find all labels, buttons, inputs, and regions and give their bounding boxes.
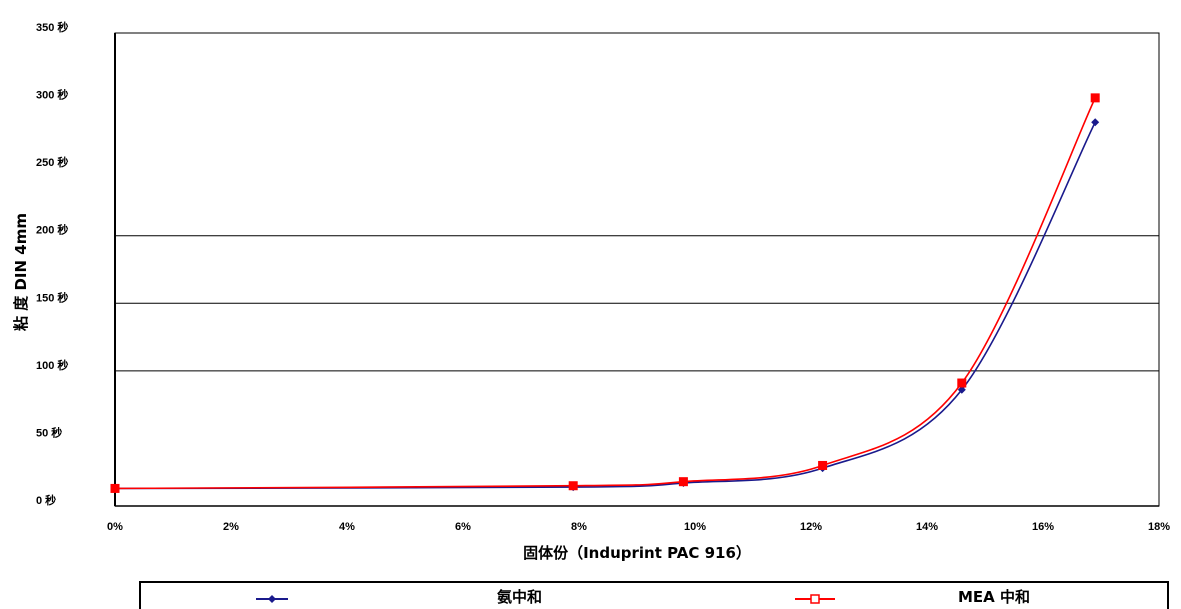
axis-layer <box>114 33 1159 507</box>
y-tick-label: 350 秒 <box>36 20 68 34</box>
x-tick-label: 4% <box>339 521 355 533</box>
y-tick-label: 150 秒 <box>36 290 68 304</box>
y-tick-label: 0 秒 <box>36 493 56 507</box>
y-tick-label: 300 秒 <box>36 88 68 102</box>
data-point-0 <box>957 385 966 394</box>
grid-layer <box>115 235 1159 372</box>
y-axis-title: 粘 度 DIN 4mm <box>12 213 30 331</box>
data-point-1 <box>678 477 688 487</box>
legend: 氨中和 MEA 中和 <box>139 581 1169 609</box>
x-tick-labels: 0% 2% 4% 6% 8% 10% 12% 14% 16% 18% <box>107 521 1170 533</box>
y-tick-label: 200 秒 <box>36 223 68 237</box>
data-point-1 <box>110 483 120 493</box>
legend-box <box>139 581 1169 609</box>
y-tick-label: 100 秒 <box>36 358 68 372</box>
data-point-0 <box>1091 118 1100 127</box>
x-tick-label: 8% <box>571 521 587 533</box>
y-tick-labels: 0 秒 50 秒 100 秒 150 秒 200 秒 250 秒 300 秒 350 秒 <box>36 20 68 507</box>
series-0 <box>111 118 1100 493</box>
x-tick-label: 6% <box>455 521 471 533</box>
data-point-1 <box>957 378 967 388</box>
legend-item-ammonia: 氨中和 <box>256 588 542 606</box>
data-point-1 <box>818 460 828 470</box>
series-layer <box>110 93 1100 493</box>
series-line-0 <box>114 121 1096 490</box>
x-tick-label: 16% <box>1032 521 1054 533</box>
legend-label-ammonia: 氨中和 <box>497 588 542 606</box>
data-point-1 <box>1090 93 1100 103</box>
x-tick-label: 2% <box>223 521 239 533</box>
x-tick-label: 12% <box>800 521 822 533</box>
data-point-1 <box>568 481 578 491</box>
legend-label-mea: MEA 中和 <box>958 588 1030 606</box>
y-tick-label: 250 秒 <box>36 155 68 169</box>
x-tick-label: 14% <box>916 521 938 533</box>
x-tick-label: 18% <box>1148 521 1170 533</box>
legend-item-mea: MEA 中和 <box>795 588 1030 606</box>
series-line-1 <box>114 97 1096 490</box>
x-tick-label: 10% <box>684 521 706 533</box>
x-axis-title: 固体份（Induprint PAC 916） <box>523 544 751 562</box>
x-tick-label: 0% <box>107 521 123 533</box>
legend-marker-mea <box>810 594 820 604</box>
legend-marker-ammonia <box>268 595 276 603</box>
series-1 <box>110 93 1100 493</box>
y-tick-label: 50 秒 <box>36 425 62 439</box>
plot-area-border <box>114 32 1160 507</box>
